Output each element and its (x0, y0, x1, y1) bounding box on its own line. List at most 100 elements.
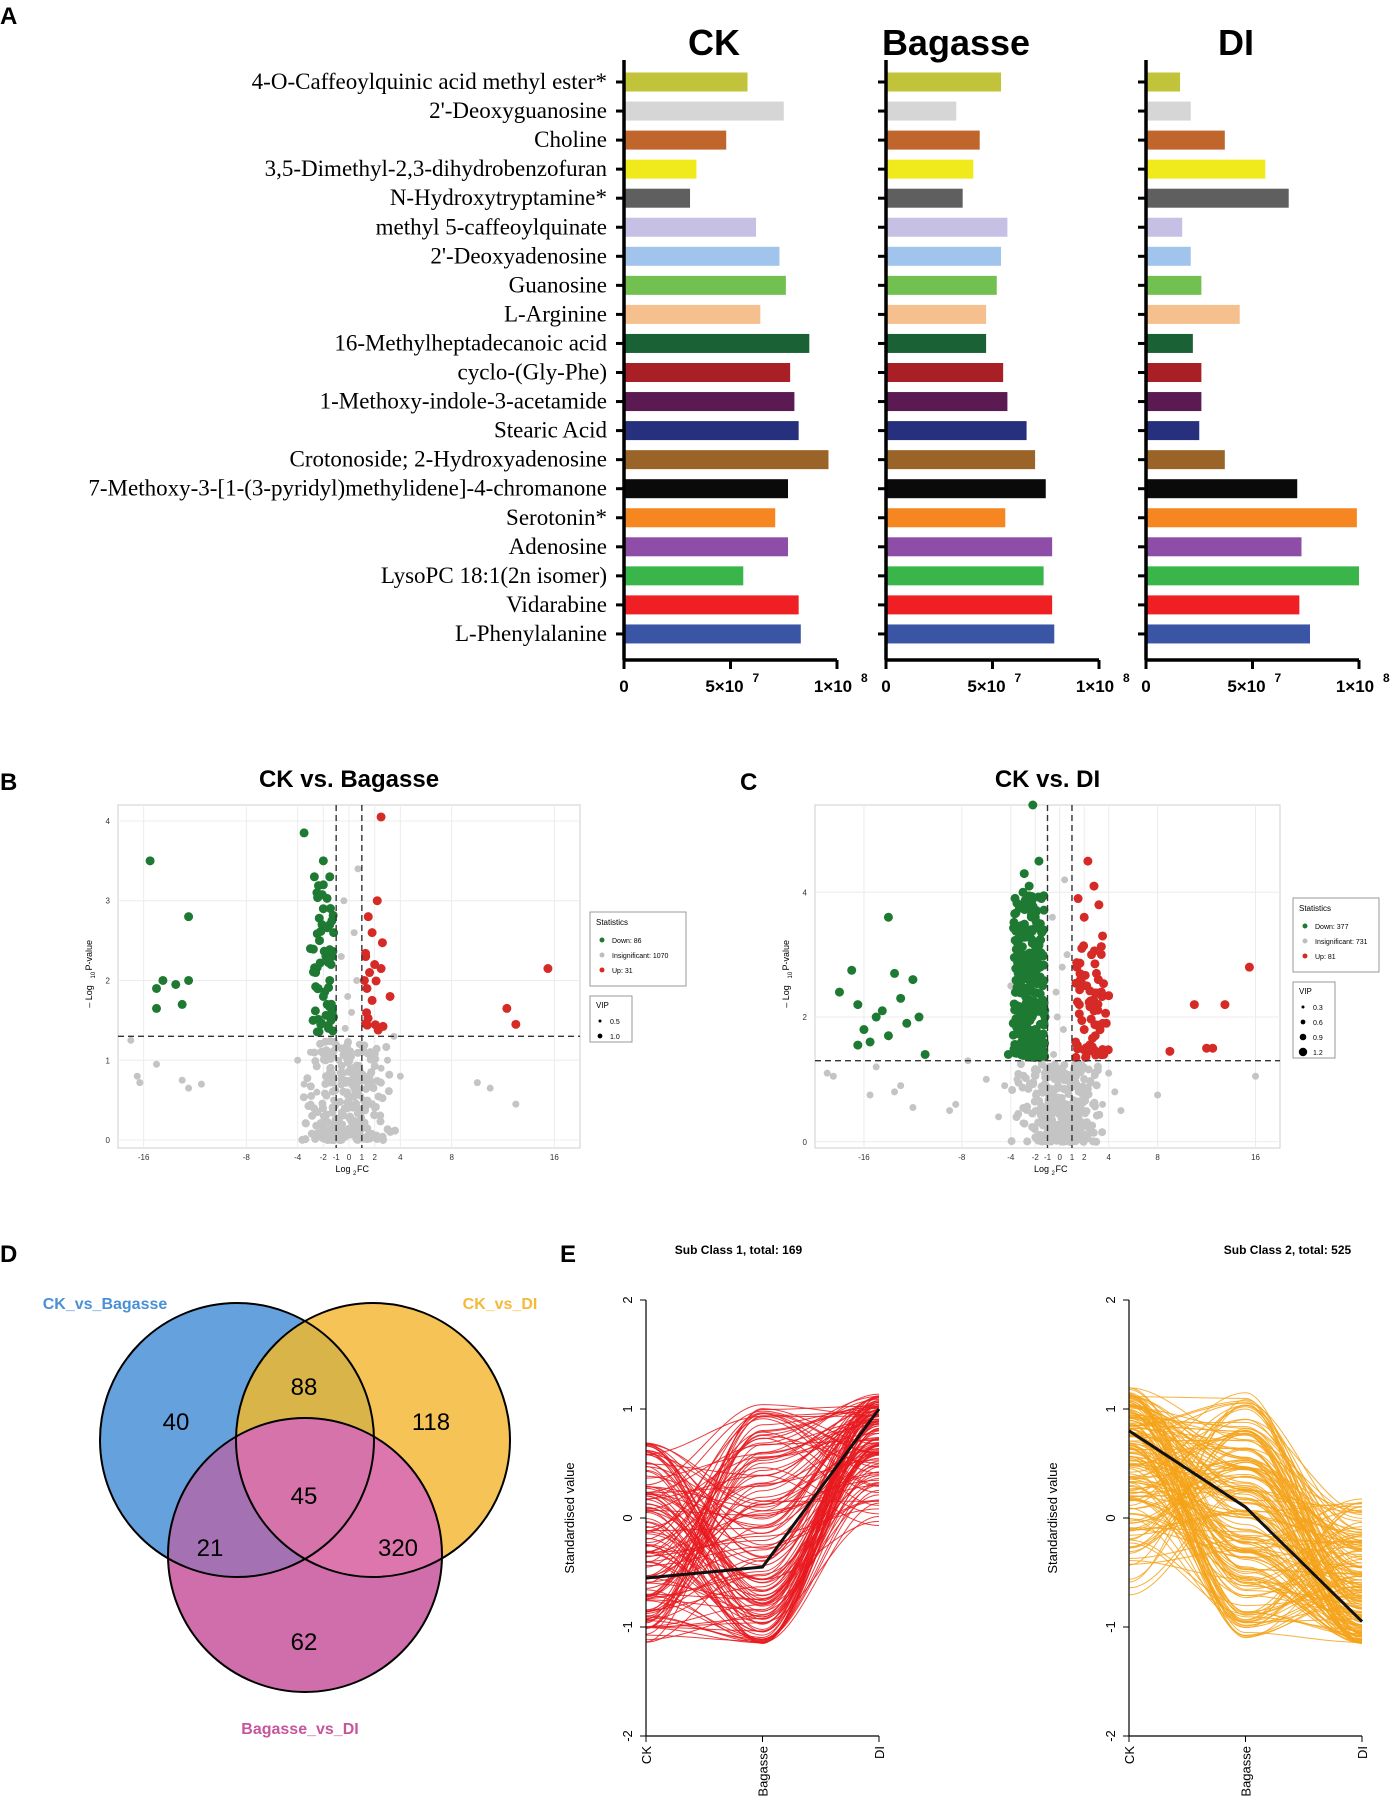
y-axis-label: – Log (781, 985, 791, 1008)
point-insignificant (331, 1115, 340, 1124)
bar (1146, 508, 1357, 528)
point-down (1027, 975, 1037, 985)
trend-line (646, 1395, 879, 1598)
point-down (1012, 937, 1022, 947)
trend-line (646, 1444, 879, 1546)
bar (1146, 275, 1202, 295)
trend-line (646, 1397, 879, 1544)
point-down (1031, 937, 1041, 947)
category-label: Guanosine (509, 272, 607, 297)
trend-line (646, 1406, 879, 1613)
legend-swatch (599, 937, 605, 943)
point-insignificant (353, 976, 361, 984)
point-down (1039, 1020, 1049, 1030)
venn-circle-outline (167, 1417, 443, 1693)
point-insignificant (330, 1128, 339, 1137)
trend-line (1129, 1510, 1362, 1618)
x-tick-label: 0 (619, 677, 628, 696)
x-tick-exponent: 7 (1275, 671, 1282, 685)
point-down (325, 904, 335, 914)
point-down (1019, 903, 1029, 913)
trend-title: Sub Class 2, total: 525 (1224, 1243, 1352, 1257)
legend-vip-swatch (1301, 1005, 1305, 1009)
point-insignificant (829, 1072, 837, 1080)
point-down (1038, 951, 1048, 961)
point-insignificant (364, 1080, 372, 1088)
point-insignificant (378, 1094, 387, 1103)
trend-line (1129, 1431, 1362, 1581)
trend-line (646, 1416, 879, 1633)
point-insignificant (396, 1072, 404, 1080)
point-insignificant (1039, 1088, 1048, 1097)
category-label: Serotonin* (506, 505, 607, 530)
point-insignificant (370, 1062, 379, 1071)
point-insignificant (1252, 1072, 1260, 1080)
point-up (1081, 1052, 1091, 1062)
point-insignificant (300, 1080, 308, 1088)
point-up (1077, 1016, 1087, 1026)
point-insignificant (1035, 1097, 1044, 1106)
bar (886, 450, 1036, 470)
bar (1146, 333, 1193, 353)
bar (1146, 246, 1191, 266)
point-insignificant (1074, 1088, 1082, 1096)
point-up (1091, 968, 1101, 978)
category-label: methyl 5-caffeoylquinate (376, 214, 607, 239)
point-insignificant (1048, 1089, 1057, 1098)
point-up (1220, 1000, 1230, 1010)
point-insignificant (1044, 1104, 1053, 1113)
point-insignificant (1023, 1137, 1032, 1146)
point-insignificant (1080, 1075, 1089, 1084)
trend-line (646, 1450, 879, 1605)
x-tick-label: CK (1122, 1746, 1137, 1764)
bar (886, 421, 1027, 441)
point-insignificant (313, 1088, 321, 1096)
point-insignificant (127, 1036, 135, 1044)
trend-line (1129, 1402, 1362, 1531)
legend-vip-swatch (598, 1019, 602, 1023)
point-insignificant (360, 1048, 368, 1056)
x-axis-label-sub: 2 (353, 1171, 357, 1177)
trend-line (646, 1438, 879, 1598)
legend-item-label: Insignificant: 731 (1315, 939, 1368, 946)
x-tick-label: 4 (1106, 1153, 1111, 1162)
trend-line (646, 1421, 879, 1505)
x-tick-exponent: 8 (1383, 671, 1390, 685)
legend-vip-label: 0.6 (1313, 1020, 1323, 1027)
trend-line (646, 1467, 879, 1529)
point-insignificant (1060, 1085, 1069, 1094)
point-insignificant (1098, 1128, 1107, 1137)
point-insignificant (1056, 1095, 1065, 1104)
panel-title: DI (1218, 22, 1254, 63)
bar (886, 304, 987, 324)
point-insignificant (299, 1093, 308, 1102)
point-down (1013, 968, 1023, 978)
point-insignificant (1111, 1088, 1119, 1096)
point-down (184, 975, 194, 985)
trend-line (1129, 1395, 1362, 1626)
point-down (853, 1040, 863, 1050)
point-up (385, 991, 395, 1001)
point-insignificant (326, 1064, 334, 1072)
y-tick-label: -1 (620, 1621, 635, 1633)
bar (624, 304, 761, 324)
point-down (1022, 950, 1032, 960)
x-tick-label: 0 (347, 1153, 352, 1162)
x-tick-label: 0 (1141, 677, 1150, 696)
bar (624, 421, 799, 441)
point-up (1244, 962, 1254, 972)
panel-label-a: A (0, 3, 17, 30)
point-insignificant (340, 897, 348, 905)
point-down (308, 1015, 318, 1025)
point-insignificant (344, 1047, 353, 1056)
x-tick-label: -1 (333, 1153, 341, 1162)
point-insignificant (371, 1104, 379, 1112)
point-down (1011, 926, 1021, 936)
point-up (377, 938, 387, 948)
point-insignificant (344, 1038, 353, 1047)
point-insignificant (301, 1119, 310, 1128)
category-label: 7-Methoxy-3-[1-(3-pyridyl)methylidene]-4… (88, 476, 607, 501)
x-tick-label: DI (1355, 1746, 1370, 1759)
point-up (362, 1020, 372, 1030)
